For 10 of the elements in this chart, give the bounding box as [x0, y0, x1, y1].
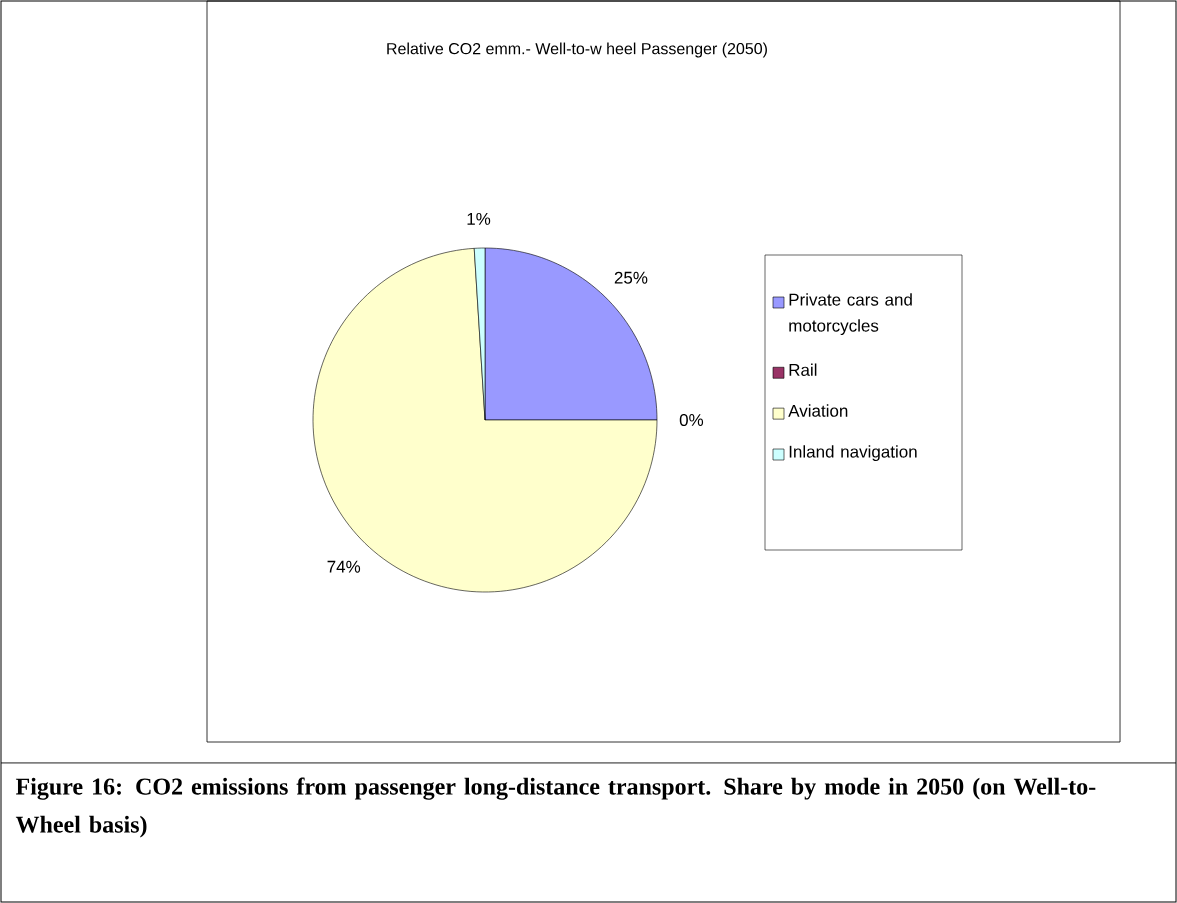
legend-label: Private cars and motorcycles: [789, 293, 912, 336]
legend-label: Rail: [789, 363, 817, 376]
legend-label: Aviation: [788, 404, 848, 417]
data-label: 74%: [327, 560, 361, 573]
data-label: 1%: [467, 212, 491, 225]
data-label: 25%: [614, 271, 648, 284]
chart-title: Relative CO2 emm.- Well-to-w heel Passenger (2050): [387, 42, 767, 58]
text: 0%: [679, 413, 704, 427]
caption: Figure 16: CO2 emissions from passenger long-distance transport. Share by mode in 2050 (on Well-to-Wheel basis): [15, 777, 1096, 838]
legend-label: Inland navigation: [789, 445, 917, 462]
